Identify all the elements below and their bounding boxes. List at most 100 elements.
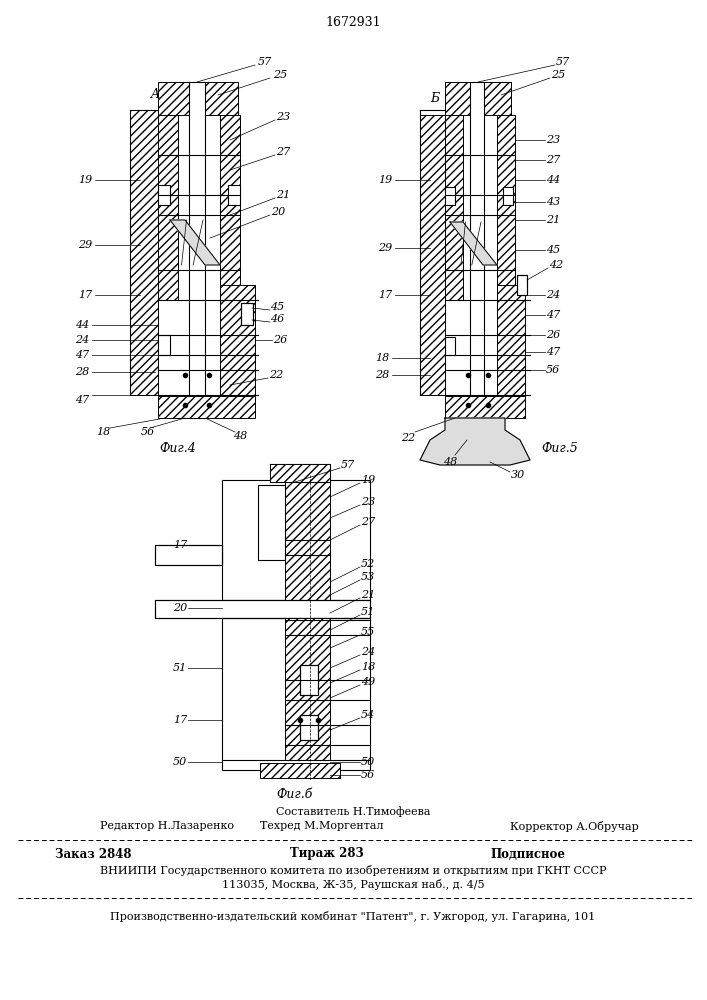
Bar: [445, 337, 455, 355]
Text: Тираж 283: Тираж 283: [290, 848, 363, 860]
Bar: [300, 715, 318, 740]
Bar: [220, 285, 255, 395]
Text: 45: 45: [270, 302, 284, 312]
Bar: [285, 480, 330, 600]
Text: 17: 17: [173, 540, 187, 550]
Text: 26: 26: [546, 330, 560, 340]
Text: 27: 27: [546, 155, 560, 165]
Bar: [158, 82, 238, 115]
Text: 24: 24: [546, 290, 560, 300]
Text: Корректор А.Обручар: Корректор А.Обручар: [510, 820, 638, 832]
Text: 53: 53: [361, 572, 375, 582]
Text: 20: 20: [271, 207, 285, 217]
Text: 47: 47: [546, 310, 560, 320]
Bar: [158, 396, 255, 418]
Text: 51: 51: [361, 607, 375, 617]
Bar: [258, 485, 285, 560]
Text: Подписное: Подписное: [490, 848, 565, 860]
Text: Заказ 2848: Заказ 2848: [55, 848, 132, 860]
Text: 24: 24: [361, 647, 375, 657]
Bar: [222, 618, 370, 770]
Text: 23: 23: [546, 135, 560, 145]
Bar: [445, 82, 511, 115]
Text: 46: 46: [270, 314, 284, 324]
Bar: [470, 82, 484, 418]
Bar: [158, 185, 170, 205]
Text: 20: 20: [173, 603, 187, 613]
Text: 56: 56: [546, 365, 560, 375]
Bar: [222, 480, 370, 600]
Text: 30: 30: [511, 470, 525, 480]
Bar: [158, 335, 170, 355]
Text: 1672931: 1672931: [325, 15, 381, 28]
Text: 47: 47: [546, 347, 560, 357]
Text: Редактор Н.Лазаренко: Редактор Н.Лазаренко: [100, 821, 234, 831]
Bar: [241, 303, 253, 325]
Text: 29: 29: [78, 240, 92, 250]
Text: 22: 22: [401, 433, 415, 443]
Text: 17: 17: [173, 715, 187, 725]
Text: 28: 28: [75, 367, 89, 377]
Text: 44: 44: [546, 175, 560, 185]
Text: 47: 47: [75, 395, 89, 405]
Text: Б: Б: [431, 92, 440, 104]
Text: 113035, Москва, Ж-35, Раушская наб., д. 4/5: 113035, Москва, Ж-35, Раушская наб., д. …: [222, 879, 484, 890]
Text: 17: 17: [378, 290, 392, 300]
Text: A: A: [151, 89, 160, 102]
Text: 57: 57: [258, 57, 272, 67]
Bar: [503, 187, 513, 205]
Polygon shape: [450, 222, 497, 265]
Text: 45: 45: [546, 245, 560, 255]
Text: Составитель Н.Тимофеева: Составитель Н.Тимофеева: [276, 807, 431, 817]
Text: 56: 56: [141, 427, 155, 437]
Bar: [155, 600, 370, 618]
Text: 50: 50: [173, 757, 187, 767]
Text: 22: 22: [269, 370, 283, 380]
Text: 21: 21: [361, 590, 375, 600]
Bar: [300, 715, 318, 740]
Bar: [270, 464, 330, 482]
Text: 28: 28: [375, 370, 389, 380]
Bar: [260, 763, 340, 778]
Text: 27: 27: [361, 517, 375, 527]
Text: 57: 57: [556, 57, 570, 67]
Text: 29: 29: [378, 243, 392, 253]
Polygon shape: [420, 418, 530, 465]
Bar: [445, 115, 463, 300]
Text: Производственно-издательский комбинат "Патент", г. Ужгород, ул. Гагарина, 101: Производственно-издательский комбинат "П…: [110, 910, 595, 922]
Text: 49: 49: [361, 677, 375, 687]
Text: 51: 51: [173, 663, 187, 673]
Text: 18: 18: [375, 353, 389, 363]
Bar: [420, 115, 445, 395]
Bar: [155, 545, 222, 565]
Polygon shape: [170, 220, 220, 265]
Text: Фиг.4: Фиг.4: [160, 442, 197, 454]
Text: 56: 56: [361, 770, 375, 780]
Text: 19: 19: [78, 175, 92, 185]
Text: 23: 23: [361, 497, 375, 507]
Text: 19: 19: [378, 175, 392, 185]
Text: 57: 57: [341, 460, 355, 470]
Text: Фиг.б: Фиг.б: [277, 788, 313, 802]
Text: 21: 21: [276, 190, 290, 200]
Bar: [130, 110, 158, 395]
Bar: [445, 396, 525, 418]
Text: 44: 44: [75, 320, 89, 330]
Bar: [517, 275, 527, 295]
Text: 47: 47: [75, 350, 89, 360]
Text: Фиг.5: Фиг.5: [542, 442, 578, 454]
Text: 17: 17: [78, 290, 92, 300]
Text: 19: 19: [361, 475, 375, 485]
Text: 52: 52: [361, 559, 375, 569]
Text: 55: 55: [361, 627, 375, 637]
Text: Техред М.Моргентал: Техред М.Моргентал: [260, 821, 383, 831]
Bar: [497, 115, 515, 300]
Text: 21: 21: [546, 215, 560, 225]
Text: 25: 25: [551, 70, 565, 80]
Text: 42: 42: [549, 260, 563, 270]
Text: 43: 43: [546, 197, 560, 207]
Text: 23: 23: [276, 112, 290, 122]
Bar: [220, 115, 240, 300]
Bar: [445, 437, 505, 455]
Bar: [300, 665, 318, 695]
